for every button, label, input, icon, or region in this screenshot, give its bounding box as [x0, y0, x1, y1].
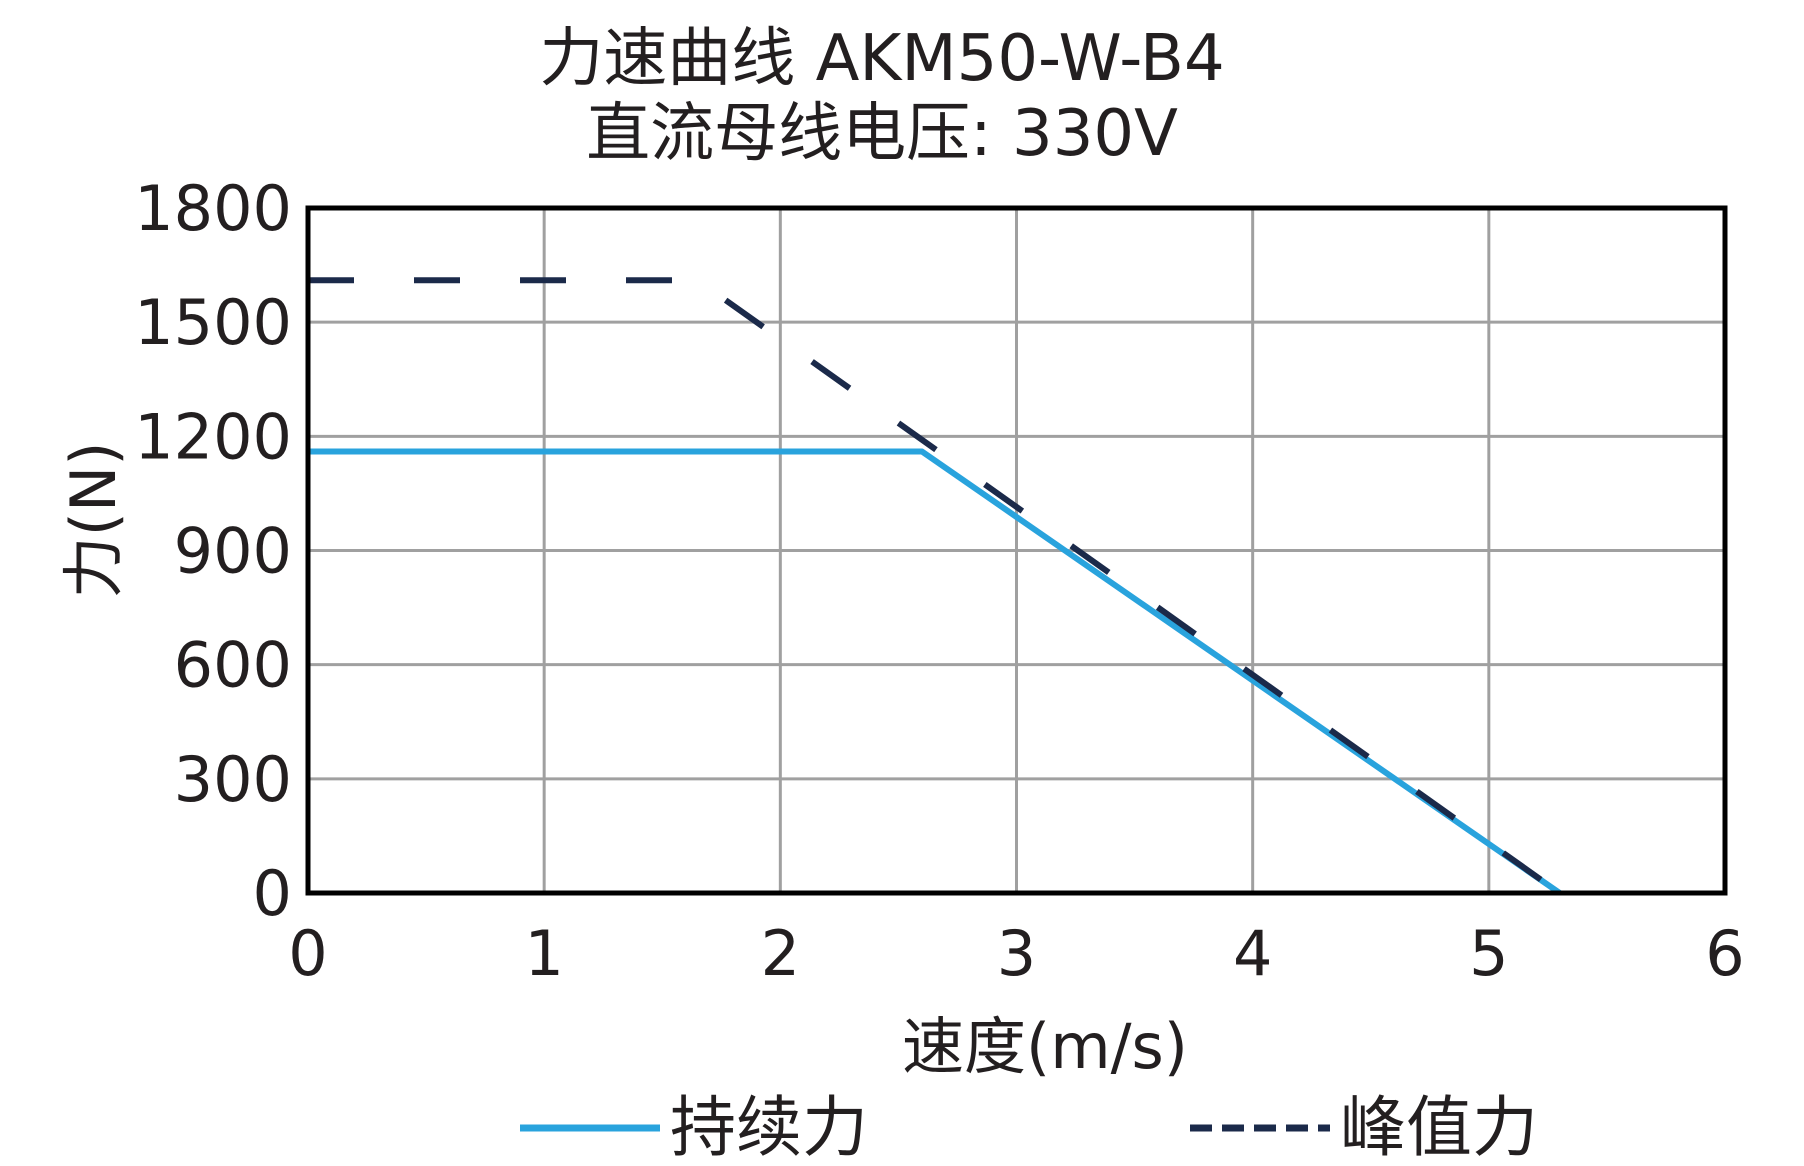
series-lines: [308, 277, 1562, 896]
y-tick-label: 1800: [134, 172, 292, 245]
plot-frame: [305, 205, 1728, 896]
y-tick-label: 300: [174, 743, 292, 816]
x-tick-label: 3: [997, 917, 1036, 990]
x-tick-label: 4: [1233, 917, 1272, 990]
legend-label-peak: 峰值力: [1340, 1089, 1538, 1166]
series-line-peak: [308, 277, 1562, 896]
x-tick-label: 6: [1705, 917, 1744, 990]
y-tick-label: 1200: [134, 400, 292, 473]
x-axis-label: 速度(m/s): [902, 1010, 1188, 1083]
x-tick-label: 1: [524, 917, 563, 990]
legend-label-continuous: 持续力: [670, 1089, 868, 1166]
grid-lines: [306, 206, 1727, 895]
chart-title: 力速曲线 AKM50-W-B4: [539, 22, 1224, 96]
x-tick-label: 2: [761, 917, 800, 990]
x-tick-label: 5: [1469, 917, 1508, 990]
y-tick-label: 1500: [134, 286, 292, 359]
y-tick-label: 900: [174, 515, 292, 588]
y-tick-labels: 0 300 600 900 1200 1500 1800: [134, 172, 292, 930]
series-line-continuous: [308, 448, 1562, 896]
y-axis-label: 力(N): [57, 442, 130, 599]
x-tick-label: 0: [288, 917, 327, 990]
x-tick-labels: 0 1 2 3 4 5 6: [288, 917, 1744, 990]
y-tick-label: 600: [174, 629, 292, 702]
y-tick-label: 0: [253, 857, 292, 930]
chart-subtitle: 直流母线电压: 330V: [586, 97, 1178, 171]
legend: 持续力 峰值力: [520, 1089, 1538, 1166]
